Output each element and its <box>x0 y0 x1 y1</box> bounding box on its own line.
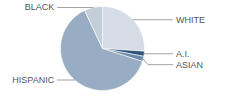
svg-text:BLACK: BLACK <box>25 2 55 12</box>
svg-text:A.I.: A.I. <box>176 49 190 59</box>
svg-text:WHITE: WHITE <box>176 15 205 25</box>
svg-text:ASIAN: ASIAN <box>176 60 203 70</box>
svg-text:HISPANIC: HISPANIC <box>12 75 54 85</box>
